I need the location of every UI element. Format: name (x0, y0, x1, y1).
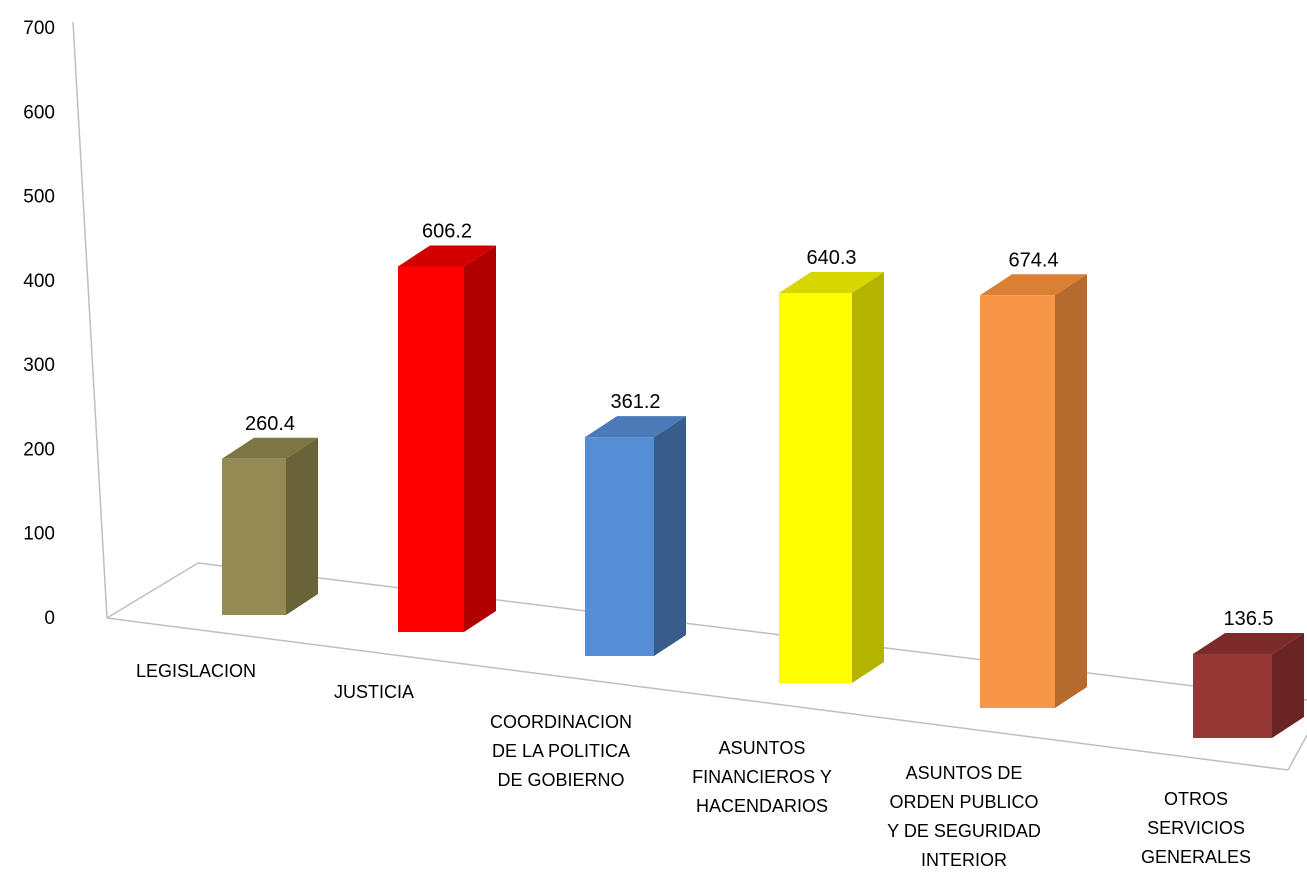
bar (779, 272, 884, 683)
y-tick-label: 200 (23, 439, 55, 460)
bar-side (852, 272, 884, 683)
y-tick-label: 400 (23, 271, 55, 292)
category-label: OTROS SERVICIOS GENERALES (1141, 789, 1251, 867)
bar-top (980, 274, 1087, 296)
data-label: 606.2 (422, 220, 472, 242)
category-label: ASUNTOS FINANCIEROS Y HACENDARIOS (692, 738, 832, 816)
bar (1193, 633, 1304, 738)
data-label: 640.3 (806, 247, 856, 269)
bar-side (1055, 274, 1087, 708)
category-label: JUSTICIA (334, 682, 414, 702)
data-label: 361.2 (610, 391, 660, 413)
bar-side (286, 437, 318, 615)
bars (222, 245, 1304, 738)
bar-top (585, 416, 686, 438)
bar-top (1193, 633, 1304, 655)
bar-front (398, 266, 464, 632)
bar (585, 416, 686, 656)
floor-right-edge (1287, 734, 1307, 771)
y-tick-label: 500 (23, 187, 55, 208)
bar (980, 274, 1087, 708)
category-labels: LEGISLACION JUSTICIA COORDINACION DE LA POL… (136, 661, 1251, 870)
category-label: LEGISLACION (136, 661, 256, 681)
floor-rear-edge (197, 562, 1307, 701)
bar-top (779, 272, 884, 294)
floor-front-edge (106, 617, 1289, 771)
y-tick-label: 300 (23, 355, 55, 376)
data-labels: 260.4 606.2 361.2 640.3 674.4 136.5 (245, 220, 1274, 630)
floor-back-edge (106, 562, 199, 619)
bar-front (1193, 654, 1272, 738)
data-label: 260.4 (245, 413, 295, 435)
bar-side (654, 416, 686, 656)
bar-top (398, 245, 496, 267)
chart-axes (72, 21, 1307, 771)
bar-front (980, 295, 1055, 708)
bar-side (1272, 633, 1304, 738)
y-tick-label: 100 (23, 524, 55, 545)
y-tick-label: 0 (44, 608, 55, 629)
bar-top (222, 437, 318, 459)
bar-front (779, 293, 852, 683)
category-label: ASUNTOS DE ORDEN PUBLICO Y DE SEGURIDAD INT… (887, 763, 1041, 870)
y-tick-label: 700 (23, 18, 55, 39)
data-label: 674.4 (1008, 249, 1058, 271)
y-axis-line (72, 21, 108, 619)
y-tick-label: 600 (23, 102, 55, 123)
bar (222, 437, 318, 615)
bar (398, 245, 496, 632)
bar-side (464, 245, 496, 632)
data-label: 136.5 (1223, 608, 1273, 630)
bar-front (585, 437, 654, 656)
y-tick-labels: 0 100 200 300 400 500 600 700 (23, 18, 55, 629)
bar-front (222, 458, 286, 615)
category-label: COORDINACION DE LA POLITICA DE GOBIERNO (490, 712, 632, 790)
